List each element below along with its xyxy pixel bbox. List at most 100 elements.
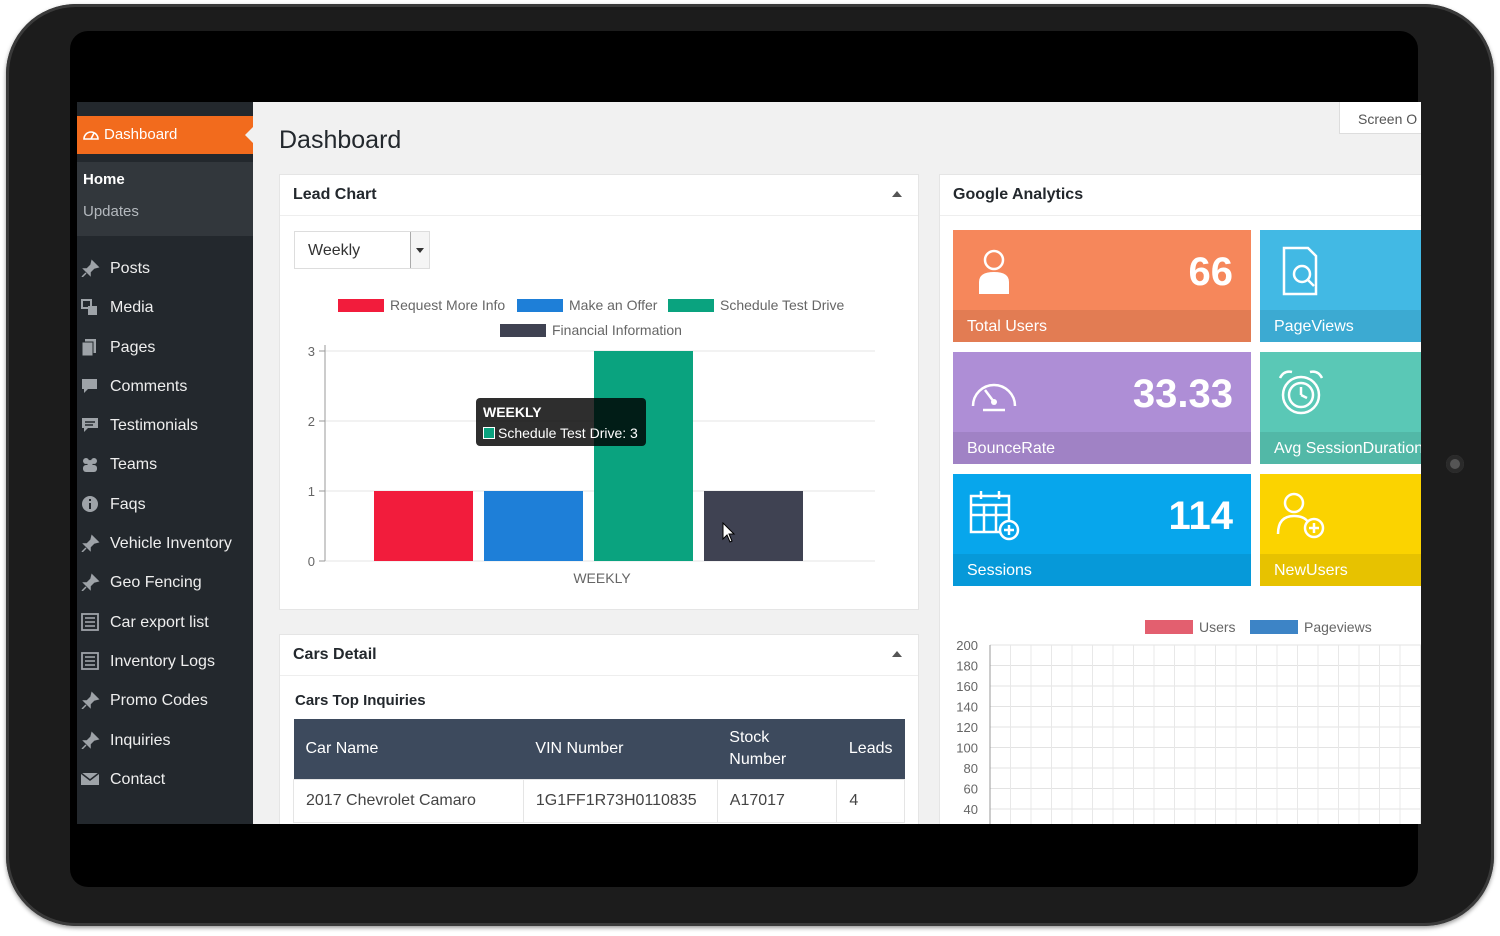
- legend-swatch: [517, 299, 563, 312]
- sidebar-item-promo-codes[interactable]: Promo Codes: [77, 682, 253, 721]
- screen-options-button[interactable]: Screen O: [1339, 102, 1421, 134]
- submenu-home[interactable]: Home: [83, 171, 125, 188]
- metric-label: Avg SessionDuration: [1274, 440, 1421, 457]
- y-tick-label: 200: [956, 638, 978, 653]
- legend-label: Make an Offer: [569, 297, 658, 313]
- speedometer-icon: [971, 383, 1017, 412]
- alarm-clock-icon: [1278, 370, 1324, 415]
- sidebar-item-testimonials[interactable]: Testimonials: [77, 407, 253, 446]
- cell-stock: A17017: [716, 779, 838, 823]
- column-header-stock[interactable]: Stock Number: [717, 719, 837, 780]
- legend-label: Financial Information: [552, 322, 682, 338]
- camera-icon: [1446, 455, 1464, 473]
- page-title: Dashboard: [279, 126, 402, 154]
- submenu-updates[interactable]: Updates: [83, 203, 139, 220]
- y-tick-label: 40: [964, 802, 978, 817]
- metric-label: Total Users: [967, 318, 1048, 335]
- info-icon: [82, 495, 98, 512]
- tile-footer: [953, 554, 1251, 586]
- sidebar-item-label: Faqs: [110, 495, 146, 513]
- dashboard-icon: [83, 131, 99, 140]
- sidebar-item-label: Contact: [110, 770, 166, 788]
- metric-value: 33.33: [1132, 372, 1233, 416]
- testimonial-icon: [82, 418, 98, 433]
- sidebar-item-label: Dashboard: [104, 126, 178, 143]
- tooltip-text: Schedule Test Drive: 3: [498, 425, 638, 441]
- sidebar-item-label: Geo Fencing: [110, 574, 202, 592]
- legend-item[interactable]: Pageviews: [1250, 619, 1372, 635]
- sidebar-item-teams[interactable]: Teams: [77, 446, 253, 485]
- comment-icon: [82, 378, 97, 393]
- sidebar-item-geo-fencing[interactable]: Geo Fencing: [77, 564, 253, 603]
- legend-label: Users: [1199, 619, 1236, 635]
- media-icon: [81, 299, 97, 316]
- legend-item[interactable]: Make an Offer: [517, 297, 657, 313]
- sidebar-nav: Posts Media Pages Comments Testimonials Teams…: [77, 250, 253, 800]
- pin-icon: [81, 691, 100, 710]
- sidebar-item-faqs[interactable]: Faqs: [77, 486, 253, 525]
- tile-footer: [1260, 310, 1421, 342]
- sidebar-item-media[interactable]: Media: [77, 289, 253, 328]
- pin-icon: [81, 731, 100, 749]
- sidebar-item-pages[interactable]: Pages: [77, 329, 253, 368]
- table-caption: Cars Top Inquiries: [295, 692, 426, 709]
- sidebar-item-inquiries[interactable]: Inquiries: [77, 722, 253, 761]
- cars-table: Car Name VIN Number Stock Number Leads 2…: [293, 719, 905, 823]
- bar-make-an-offer: [484, 491, 583, 561]
- column-header-leads[interactable]: Leads: [836, 719, 905, 780]
- sidebar-item-posts[interactable]: Posts: [77, 250, 253, 289]
- tile-footer: [1260, 554, 1421, 586]
- column-header-car-name[interactable]: Car Name: [293, 719, 524, 780]
- y-tick-label: 0: [308, 554, 315, 569]
- period-select[interactable]: Weekly: [294, 231, 430, 269]
- collapse-icon[interactable]: [892, 651, 902, 657]
- y-tick-label: 80: [964, 761, 978, 776]
- google-analytics-panel: Google Analytics 66 Total Users PageViews 3…: [939, 174, 1421, 824]
- mail-icon: [80, 772, 100, 785]
- sidebar-item-contact[interactable]: Contact: [77, 761, 253, 800]
- panel-title: Lead Chart: [293, 186, 377, 203]
- teams-icon: [83, 458, 97, 473]
- cars-detail-panel: Cars Detail Cars Top Inquiries Car Name …: [279, 634, 919, 824]
- metric-label: BounceRate: [967, 440, 1056, 457]
- metric-value: 66: [1188, 250, 1234, 294]
- metric-tile-total-users[interactable]: 66 Total Users: [953, 230, 1251, 342]
- lead-chart: 0 1 2 3 WEEKLY: [308, 344, 875, 586]
- chart-tooltip: WEEKLY Schedule Test Drive: 3: [476, 398, 646, 446]
- legend-label: Schedule Test Drive: [720, 297, 845, 313]
- metric-label: PageViews: [1274, 318, 1354, 335]
- collapse-icon[interactable]: [892, 191, 902, 197]
- sidebar-item-label: Inventory Logs: [110, 652, 215, 670]
- column-header-vin[interactable]: VIN Number: [523, 719, 718, 780]
- tooltip-title: WEEKLY: [483, 404, 542, 420]
- document-search-icon: [1282, 246, 1318, 296]
- y-tick-label: 3: [308, 344, 315, 359]
- sidebar-item-vehicle-inventory[interactable]: Vehicle Inventory: [77, 525, 253, 564]
- sidebar-item-car-export-list[interactable]: Car export list: [77, 604, 253, 643]
- metric-tile-bouncerate[interactable]: 33.33 BounceRate: [953, 352, 1251, 464]
- sidebar-item-inventory-logs[interactable]: Inventory Logs: [77, 643, 253, 682]
- legend-item[interactable]: Users: [1145, 619, 1236, 635]
- sidebar-item-label: Promo Codes: [110, 692, 208, 710]
- metric-tile-newusers[interactable]: NewUsers: [1260, 474, 1421, 586]
- metric-tile-avg-sessionduration[interactable]: Avg SessionDuration: [1260, 352, 1421, 464]
- legend-swatch: [1250, 620, 1298, 634]
- metric-value: 114: [1168, 494, 1233, 538]
- metric-tile-pageviews[interactable]: PageViews: [1260, 230, 1421, 342]
- metric-tile-sessions[interactable]: 114 Sessions: [953, 474, 1251, 586]
- legend-item[interactable]: Request More Info: [338, 297, 505, 313]
- sidebar-item-label: Testimonials: [110, 417, 199, 435]
- sidebar-item-label: Vehicle Inventory: [110, 535, 232, 553]
- table-row[interactable]: 2017 Chevrolet Camaro 1G1FF1R73H0110835 …: [293, 779, 905, 823]
- sidebar-item-comments[interactable]: Comments: [77, 368, 253, 407]
- pin-icon: [81, 259, 100, 277]
- user-icon: [979, 249, 1009, 294]
- tile-footer: [953, 310, 1251, 342]
- legend-item[interactable]: Schedule Test Drive: [668, 297, 844, 313]
- sidebar-item-label: Car export list: [110, 613, 209, 631]
- cell-car-name: 2017 Chevrolet Camaro: [293, 779, 524, 823]
- lead-chart-panel: Lead Chart Weekly Request More Info Make …: [279, 174, 919, 610]
- x-tick-label: WEEKLY: [573, 570, 631, 586]
- sidebar-item-dashboard[interactable]: Dashboard: [77, 116, 253, 154]
- legend-item[interactable]: Financial Information: [500, 322, 682, 338]
